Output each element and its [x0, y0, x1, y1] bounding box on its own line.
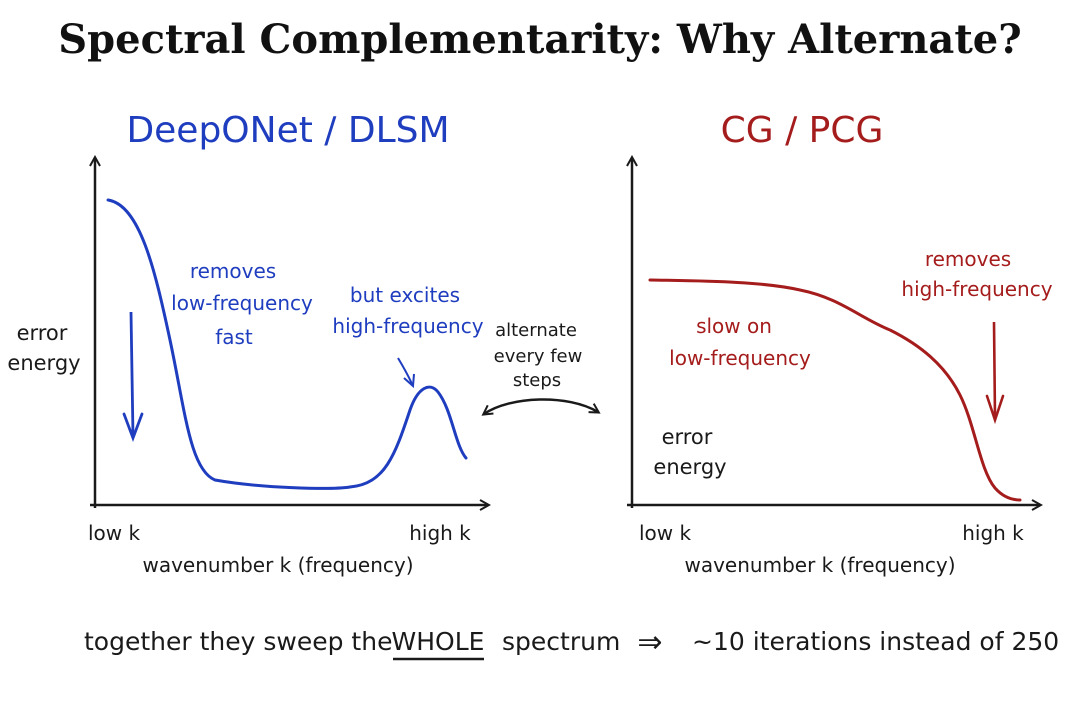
- right-note2-line1: removes: [925, 247, 1011, 271]
- bottom-emphasis: WHOLE: [392, 627, 485, 656]
- right-error-curve: [648, 278, 1022, 502]
- left-panel-heading: DeepONet / DLSM: [126, 110, 449, 151]
- right-down-arrow-head: [985, 394, 1005, 425]
- right-x-tick-high: high k: [962, 521, 1024, 545]
- left-down-arrow: [129, 311, 135, 437]
- right-x-label: wavenumber k (frequency): [684, 553, 955, 577]
- bottom-part1: together they sweep the: [84, 627, 392, 656]
- left-y-label-line1: error: [17, 321, 68, 345]
- middle-line1: alternate: [495, 320, 577, 341]
- left-down-arrow-head: [122, 412, 144, 442]
- bottom-implies: ⇒: [637, 625, 662, 660]
- left-peak-pointer: [397, 357, 413, 385]
- right-note1-line1: slow on: [696, 314, 772, 338]
- left-note1-line3: fast: [215, 325, 253, 349]
- right-note2-line2: high-frequency: [901, 277, 1052, 301]
- left-peak-pointer-head: [403, 373, 415, 389]
- middle-line2: every few: [494, 346, 583, 367]
- left-note1-line1: removes: [190, 259, 276, 283]
- right-note1-line2: low-frequency: [669, 346, 811, 370]
- alternate-double-arrow: [484, 398, 598, 414]
- right-y-label-line1: error: [662, 425, 713, 449]
- left-note2-line2: high-frequency: [332, 314, 483, 338]
- left-y-label-line2: energy: [7, 351, 80, 375]
- right-panel-heading: CG / PCG: [721, 110, 884, 151]
- right-x-tick-low: low k: [639, 521, 692, 545]
- left-x-tick-high: high k: [409, 521, 471, 545]
- left-note1-line2: low-frequency: [171, 291, 313, 315]
- right-y-label-line2: energy: [653, 455, 726, 479]
- left-x-tick-low: low k: [88, 521, 141, 545]
- middle-line3: steps: [513, 370, 561, 391]
- diagram-title: Spectral Complementarity: Why Alternate?: [58, 16, 1022, 63]
- left-note2-line1: but excites: [350, 283, 460, 307]
- bottom-part2: spectrum: [502, 627, 620, 656]
- right-down-arrow: [992, 321, 997, 419]
- left-error-curve: [106, 198, 468, 490]
- left-x-label: wavenumber k (frequency): [142, 553, 413, 577]
- bottom-part3: ~10 iterations instead of 250: [692, 627, 1059, 656]
